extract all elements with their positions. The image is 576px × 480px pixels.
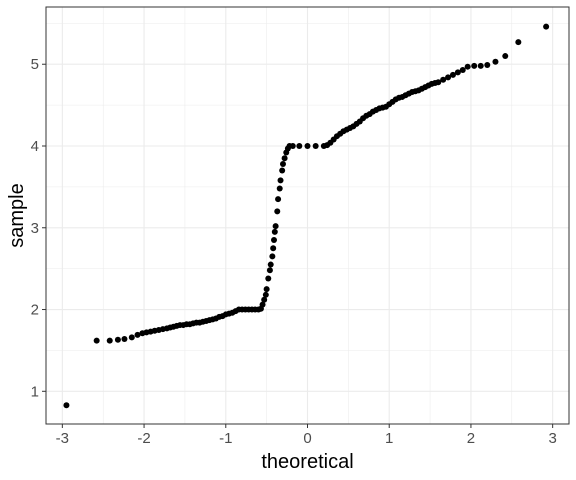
data-point [271, 228, 278, 235]
data-point [259, 301, 266, 308]
y-tick-label: 4 [31, 138, 39, 155]
data-point [279, 160, 286, 167]
data-point [275, 196, 282, 203]
data-point [464, 63, 471, 70]
data-point [93, 337, 100, 344]
data-point [477, 62, 484, 69]
data-point [274, 208, 281, 215]
data-point [449, 71, 456, 78]
data-point [114, 336, 121, 343]
data-point [454, 69, 461, 76]
data-point [265, 275, 272, 282]
data-point [435, 79, 442, 86]
data-point [304, 143, 311, 149]
data-point [63, 402, 70, 409]
data-point [296, 143, 303, 149]
data-point [128, 334, 135, 341]
data-points [63, 23, 550, 409]
data-point [277, 177, 284, 184]
data-point [266, 267, 273, 274]
data-point [121, 335, 128, 342]
x-tick-label: 1 [385, 430, 393, 447]
x-axis-ticks: -3 -2 -1 0 1 2 3 [56, 424, 557, 447]
data-point [515, 39, 522, 46]
data-point [262, 291, 269, 298]
y-axis-ticks: 1 2 3 4 5 [31, 56, 46, 400]
data-point [263, 286, 270, 293]
y-tick-label: 2 [31, 302, 39, 319]
data-point [312, 143, 319, 149]
data-point [289, 143, 296, 149]
data-point [269, 253, 276, 260]
x-axis-title: theoretical [261, 451, 353, 473]
x-tick-label: 3 [548, 430, 556, 447]
data-point [272, 223, 279, 230]
data-point [543, 23, 550, 30]
data-point [270, 237, 277, 244]
data-point [106, 337, 113, 344]
data-point [502, 53, 509, 60]
y-tick-label: 3 [31, 220, 39, 237]
x-tick-label: 0 [303, 430, 311, 447]
data-point [492, 58, 499, 65]
x-tick-label: -1 [219, 430, 232, 447]
y-tick-label: 5 [31, 56, 39, 73]
data-point [484, 62, 491, 69]
data-point [471, 62, 478, 69]
data-point [281, 155, 288, 162]
x-tick-label: -2 [137, 430, 150, 447]
data-point [134, 331, 141, 338]
data-point [440, 76, 447, 83]
data-point [276, 185, 283, 192]
data-point [459, 66, 466, 73]
data-point [267, 261, 274, 268]
data-point [279, 167, 286, 174]
data-point [261, 296, 268, 303]
y-tick-label: 1 [31, 383, 39, 400]
data-point [445, 74, 452, 81]
x-tick-label: 2 [467, 430, 475, 447]
x-tick-label: -3 [56, 430, 69, 447]
data-point [270, 245, 277, 252]
y-axis-title: sample [6, 183, 28, 247]
